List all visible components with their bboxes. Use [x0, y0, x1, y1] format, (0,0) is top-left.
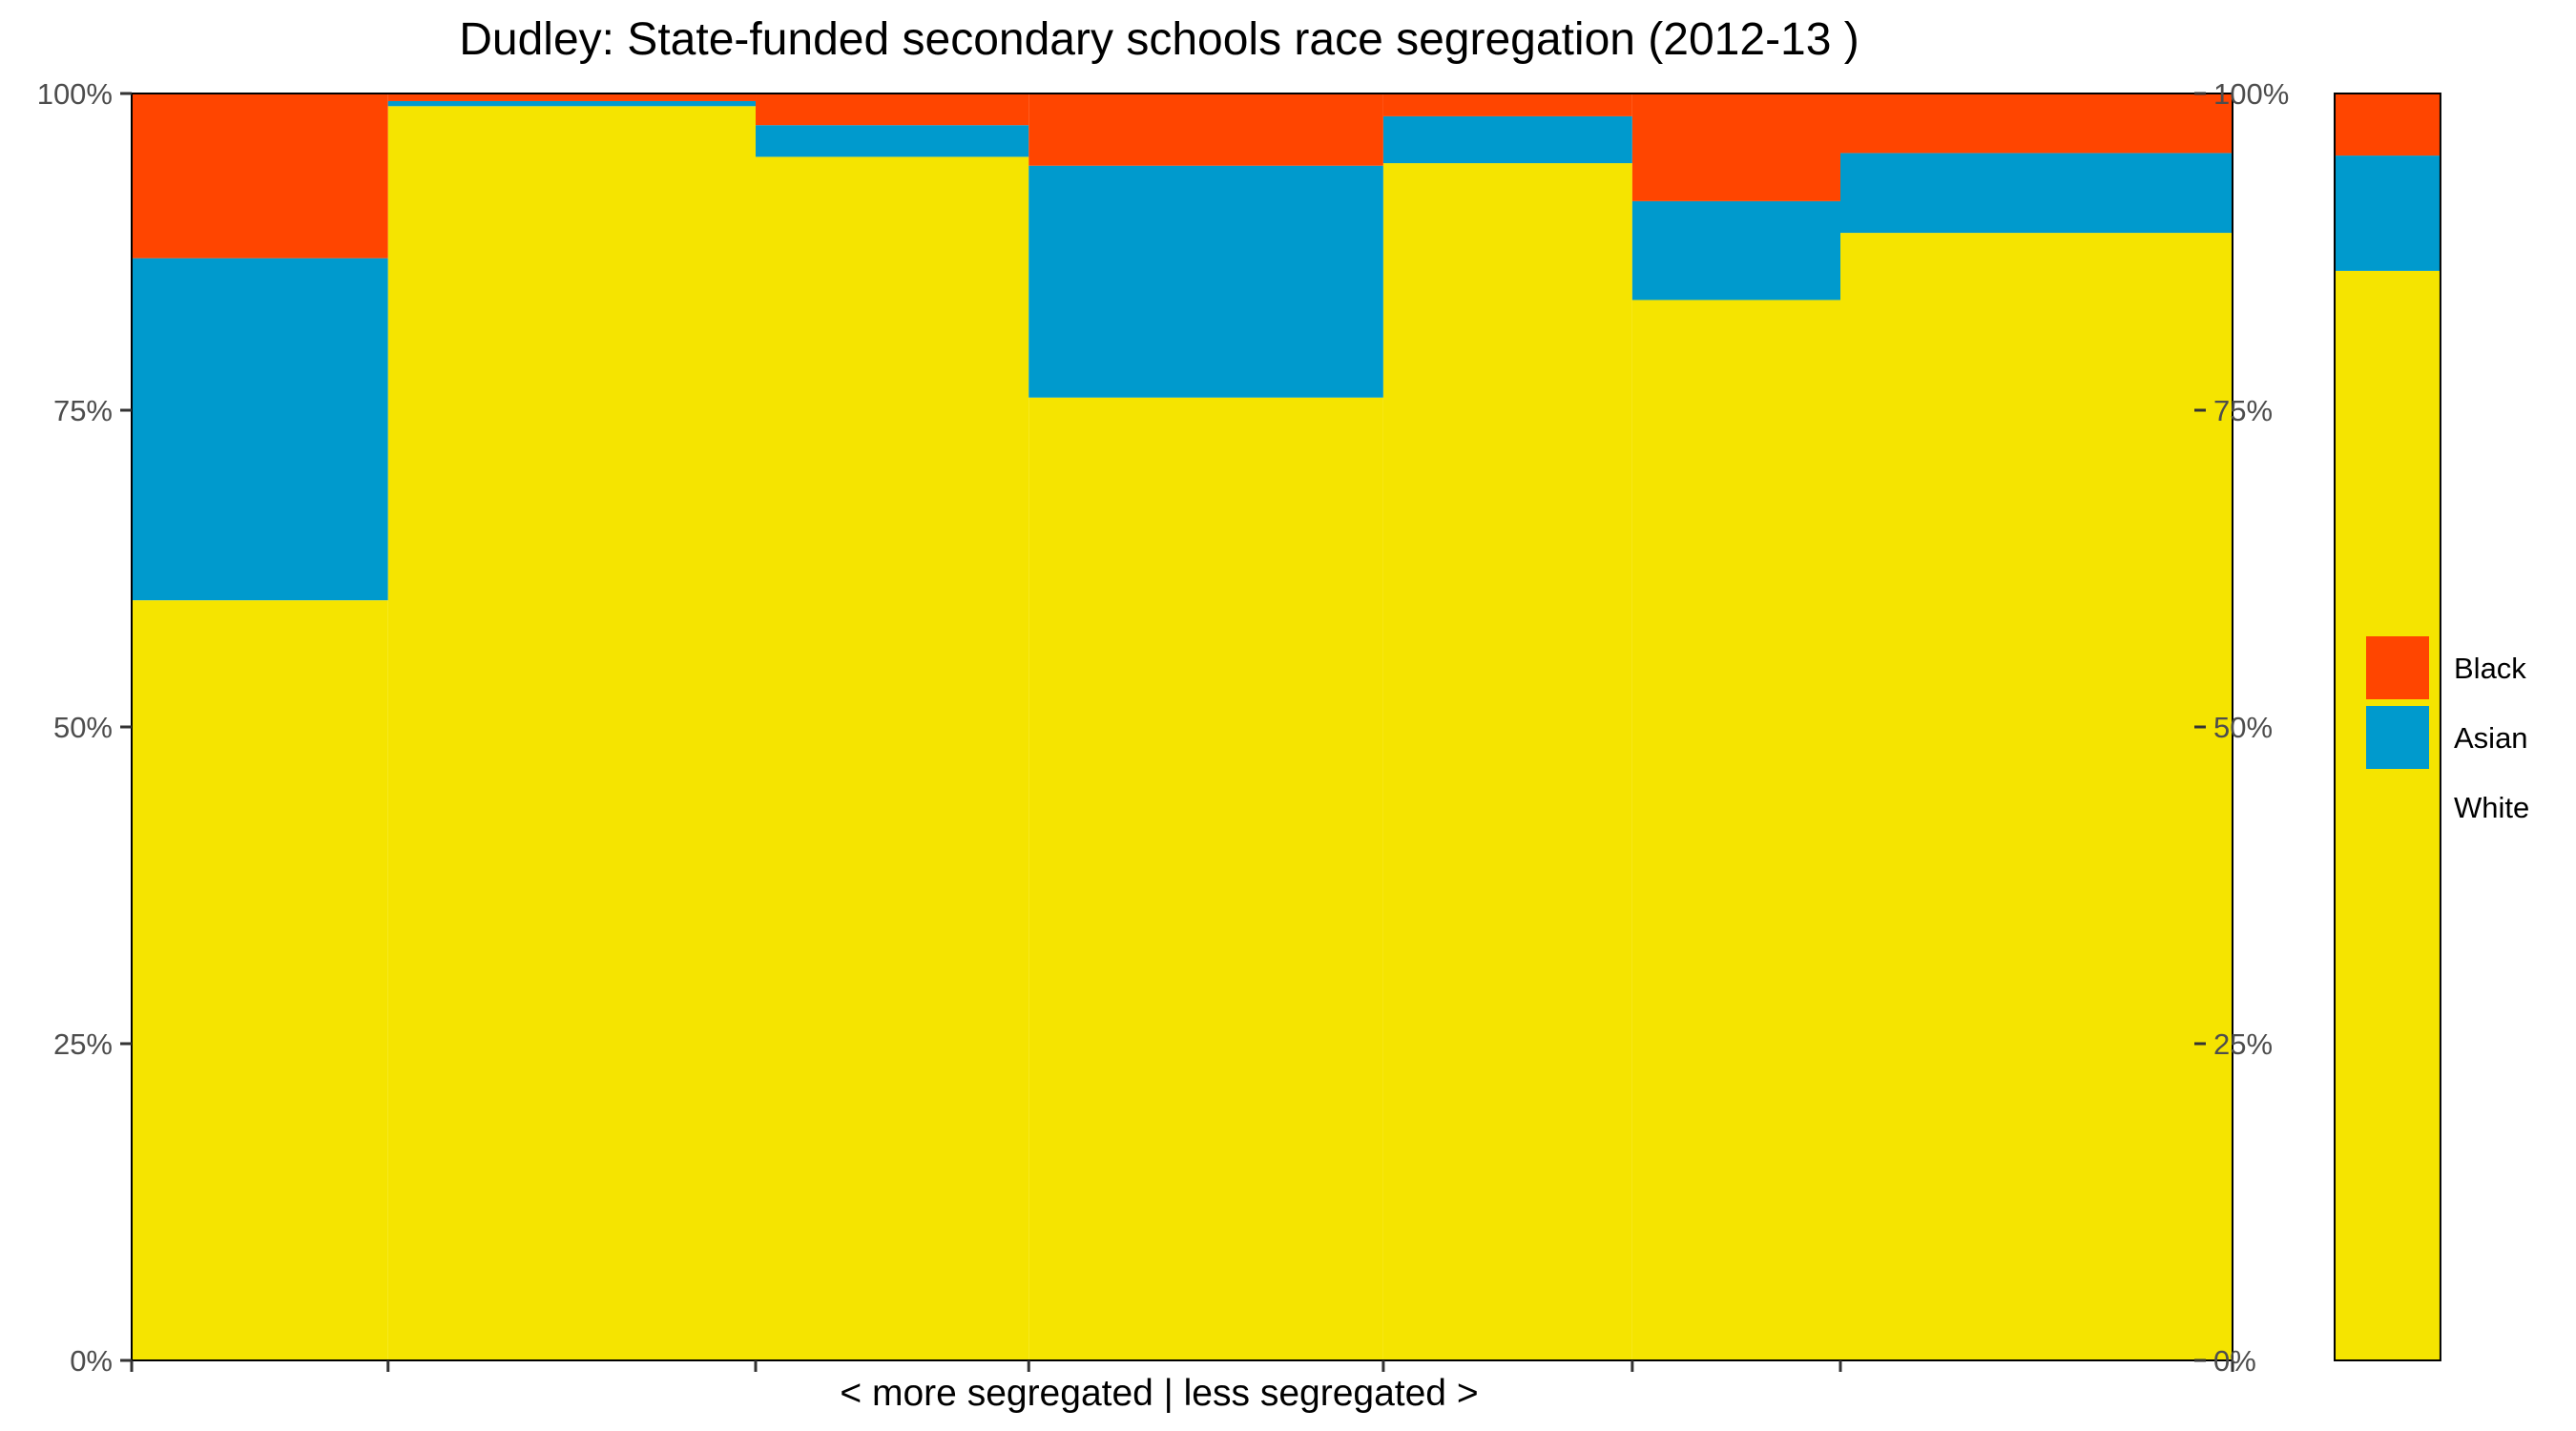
bar-segment-school-3-black — [756, 93, 1029, 126]
bar-segment-school-1-white — [132, 600, 388, 1360]
bar-segment-school-1-black — [132, 93, 388, 259]
bar-segment-school-2-white — [387, 106, 757, 1360]
y-tick-label-right-0: 0% — [2213, 1344, 2256, 1378]
bar-segment-school-7-black — [1840, 93, 2233, 154]
bar-segment-school-6-black — [1631, 93, 1841, 201]
legend-key-black — [2366, 636, 2429, 699]
legend-label-asian: Asian — [2454, 721, 2528, 755]
legend-key-asian — [2366, 706, 2429, 769]
bar-segment-summary-black — [2335, 93, 2441, 156]
y-tick-label-left-4: 100% — [37, 77, 113, 111]
bar-segment-school-5-white — [1382, 163, 1632, 1360]
legend-label-black: Black — [2454, 652, 2526, 685]
legend-key-white — [2366, 776, 2429, 839]
legend: Black Asian White — [2366, 636, 2529, 839]
bar-segment-school-7-white — [1840, 233, 2233, 1361]
axis-layer: 0% 0% 25% 25% 50% 50% 75% 75% 100% 100% — [37, 77, 2290, 1378]
bar-segment-school-4-black — [1028, 93, 1383, 166]
y-tick-label-right-1: 25% — [2213, 1027, 2273, 1061]
bar-segment-school-4-asian — [1028, 165, 1383, 398]
bar-segment-school-1-asian — [132, 258, 388, 601]
bar-segment-school-7-asian — [1840, 153, 2233, 234]
y-tick-label-right-3: 75% — [2213, 394, 2273, 427]
summary-bar-frame — [2334, 93, 2441, 1361]
y-tick-label-right-2: 50% — [2213, 711, 2273, 744]
bar-segment-school-5-asian — [1382, 115, 1632, 164]
bar-segment-school-2-black — [387, 93, 757, 101]
legend-label-white: White — [2454, 791, 2529, 824]
bar-segment-school-4-white — [1028, 397, 1383, 1361]
y-tick-label-left-0: 0% — [70, 1344, 113, 1378]
y-tick-label-left-1: 25% — [53, 1027, 113, 1061]
bar-segment-school-3-asian — [756, 125, 1029, 157]
chart-title: Dudley: State-funded secondary schools r… — [459, 14, 1859, 65]
bar-segment-school-3-white — [756, 156, 1029, 1360]
y-tick-label-left-3: 75% — [53, 394, 113, 427]
bar-segment-school-6-white — [1631, 300, 1841, 1360]
bars-layer — [132, 93, 2441, 1361]
bar-segment-school-6-asian — [1631, 200, 1841, 301]
y-tick-label-left-2: 50% — [53, 711, 113, 744]
x-axis-title: < more segregated | less segregated > — [840, 1373, 1478, 1414]
bar-segment-school-2-asian — [387, 100, 757, 107]
bar-segment-school-5-black — [1382, 93, 1632, 116]
y-tick-label-right-4: 100% — [2213, 77, 2289, 111]
bar-segment-summary-asian — [2335, 156, 2441, 271]
